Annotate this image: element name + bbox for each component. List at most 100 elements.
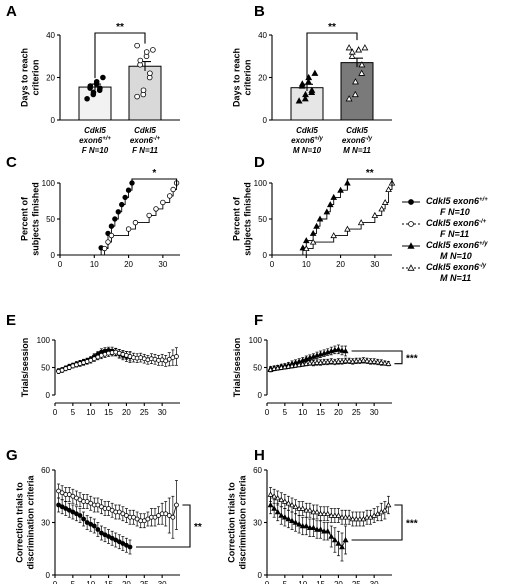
panel-label-C: C — [6, 154, 17, 171]
y-tick-label: 60 — [41, 466, 50, 475]
data-point — [281, 514, 288, 520]
data-point — [310, 524, 317, 530]
data-point — [356, 515, 363, 522]
x-tick-label: 30 — [158, 580, 167, 584]
legend-label-group: F N=11 — [440, 229, 469, 239]
panel-E: E 0 50 100 Trials/session 0 5 10 15 20 25 30 — [6, 312, 180, 417]
data-point — [140, 87, 147, 94]
x-tick-label: 10 — [90, 260, 99, 269]
data-point — [351, 90, 359, 98]
x-tick-label: 30 — [158, 408, 167, 417]
x-tick-label: 20 — [124, 260, 133, 269]
y-tick-label: 50 — [253, 364, 262, 373]
data-point — [278, 496, 285, 502]
data-point — [302, 237, 310, 244]
data-point — [314, 359, 320, 365]
data-point — [292, 519, 299, 525]
data-point — [295, 97, 303, 104]
data-point — [308, 86, 316, 93]
legend-marker — [407, 264, 415, 271]
data-point — [331, 536, 338, 543]
y-tick-label: 0 — [258, 571, 263, 580]
data-point — [285, 515, 292, 522]
data-point — [309, 238, 317, 245]
data-point — [378, 359, 385, 365]
data-point — [267, 501, 274, 508]
data-point — [342, 536, 349, 543]
y-axis-label-D: Percent ofsubjects finished — [232, 182, 253, 256]
data-point — [326, 201, 334, 208]
x-tick-label: 30 — [158, 260, 167, 269]
data-point — [324, 528, 331, 534]
significance-label: * — [152, 168, 156, 179]
data-point — [321, 358, 328, 365]
data-point — [339, 347, 345, 353]
data-point — [299, 522, 306, 529]
data-point — [381, 359, 388, 366]
data-point — [330, 193, 338, 200]
data-point — [112, 216, 118, 222]
data-point — [267, 491, 274, 497]
data-point — [271, 493, 278, 499]
data-point — [358, 61, 366, 68]
y-tick-label: 100 — [42, 179, 56, 188]
significance-label: ** — [366, 168, 374, 179]
panel-label-E: E — [6, 312, 16, 329]
x-tick-label: 25 — [140, 580, 149, 584]
data-point — [95, 527, 101, 532]
panel-H: H 0 30 60 Correction trials todiscrimination… — [227, 447, 418, 584]
significance-bracket — [131, 178, 178, 189]
significance-label: ** — [116, 22, 124, 33]
data-point — [84, 95, 90, 102]
category-line-3: M N=10 — [293, 146, 322, 155]
data-point — [87, 83, 94, 89]
y-axis-label-H: Correction trials todiscrimination crite… — [227, 474, 248, 569]
x-tick-label: 20 — [122, 580, 131, 584]
data-point — [374, 358, 381, 365]
data-point — [364, 357, 370, 364]
data-point — [385, 186, 392, 192]
panel-G: G 0 30 60 Correction trials todiscrimination… — [6, 447, 202, 584]
x-tick-label: 0 — [53, 408, 58, 417]
x-tick-label: 30 — [370, 260, 379, 269]
data-point — [298, 80, 306, 87]
data-point — [97, 85, 103, 91]
step-line-1 — [272, 183, 393, 256]
panel-label-D: D — [254, 154, 265, 171]
x-tick-label: 0 — [58, 260, 63, 269]
data-point — [167, 193, 173, 199]
data-point — [174, 354, 179, 359]
data-point — [328, 533, 335, 539]
y-tick-label: 0 — [258, 391, 263, 400]
y-tick-label: 0 — [263, 251, 268, 260]
significance-label: ** — [194, 522, 202, 533]
data-point — [119, 201, 125, 208]
legend-label: Cdkl5 exon6+/+ — [426, 196, 488, 206]
bar — [340, 62, 374, 121]
data-point — [321, 510, 328, 516]
category-line-3: F N=11 — [132, 146, 158, 155]
x-tick-label: 20 — [334, 408, 343, 417]
significance-bracket — [94, 32, 146, 79]
data-point — [303, 522, 310, 529]
data-point — [108, 232, 115, 239]
x-tick-label: 15 — [104, 408, 113, 417]
panel-F: F 0 50 100 Trials/session 0 5 10 15 20 25 30 *** — [232, 312, 418, 417]
data-point — [90, 89, 97, 96]
x-tick-label: 10 — [298, 408, 307, 417]
x-tick-label: 5 — [283, 408, 288, 417]
step-line-0 — [60, 183, 133, 256]
data-point — [344, 225, 351, 232]
y-tick-label: 30 — [41, 519, 50, 528]
data-point — [296, 505, 303, 511]
data-point — [296, 521, 303, 527]
data-point — [170, 186, 176, 193]
data-point — [348, 48, 356, 55]
category-line-1: Cdkl5 — [346, 126, 368, 135]
data-point — [134, 93, 140, 100]
legend-marker — [407, 242, 415, 249]
data-point — [302, 245, 310, 252]
